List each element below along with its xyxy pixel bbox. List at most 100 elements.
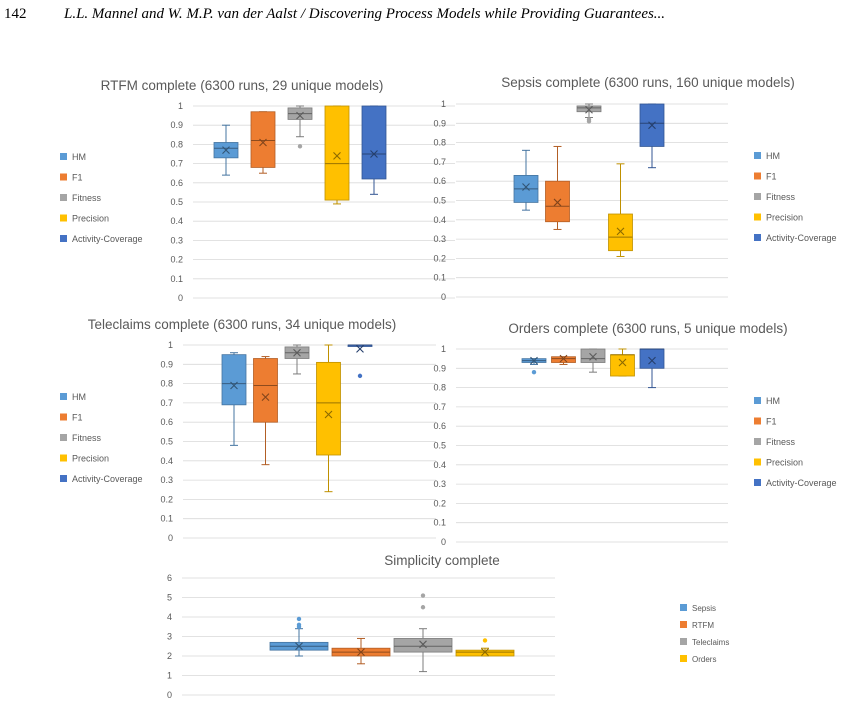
- legend-swatch: [680, 655, 687, 662]
- legend-label: HM: [766, 396, 780, 406]
- box-iqr: [221, 354, 247, 406]
- y-tick-label: 0: [168, 533, 173, 543]
- box-iqr: [608, 213, 633, 252]
- mean-marker: [230, 381, 238, 390]
- legend-label: Precision: [766, 213, 803, 223]
- box-iqr: [551, 356, 576, 363]
- legend-label: Teleclaims: [692, 638, 729, 647]
- chart-title: Sepsis complete (6300 runs, 160 unique m…: [501, 75, 794, 90]
- legend-swatch: [60, 214, 67, 222]
- box-activity-coverage: [347, 344, 373, 379]
- mean-marker: [618, 358, 627, 367]
- outlier-point: [296, 622, 302, 627]
- y-tick-label: 0.3: [160, 475, 173, 485]
- box-iqr: [610, 354, 635, 377]
- mean-marker: [559, 354, 568, 363]
- mean-marker: [324, 410, 333, 419]
- box-iqr: [545, 180, 570, 223]
- mean-marker: [295, 642, 303, 651]
- box-precision: [324, 105, 350, 205]
- legend-label: HM: [72, 392, 86, 402]
- legend-swatch: [754, 193, 761, 200]
- legend-label: F1: [766, 417, 777, 427]
- legend-swatch: [680, 621, 687, 628]
- legend-swatch: [60, 434, 67, 441]
- y-tick-label: 0.2: [433, 253, 446, 263]
- box-f1: [545, 145, 570, 230]
- box-precision: [608, 163, 633, 257]
- box-fitness: [576, 103, 602, 124]
- box-iqr: [580, 348, 606, 363]
- box-iqr: [393, 638, 453, 653]
- mean-marker: [293, 348, 301, 357]
- y-tick-label: 0: [178, 293, 183, 303]
- legend-swatch: [60, 413, 67, 421]
- mean-marker: [648, 356, 656, 365]
- y-tick-label: 0.6: [160, 417, 173, 427]
- legend-label: HM: [766, 151, 780, 161]
- mean-marker: [356, 344, 364, 353]
- outlier-point: [297, 144, 303, 149]
- legend-label: Fitness: [766, 437, 796, 447]
- box-precision: [610, 348, 635, 377]
- mean-marker: [553, 198, 562, 207]
- y-tick-label: 0.3: [170, 235, 183, 245]
- box-iqr: [576, 105, 602, 113]
- y-tick-label: 0: [441, 537, 446, 547]
- y-tick-label: 0.8: [170, 139, 183, 149]
- y-tick-label: 0.4: [170, 216, 183, 226]
- mean-marker: [357, 648, 365, 656]
- y-tick-label: 1: [167, 671, 172, 681]
- mean-marker: [481, 648, 489, 656]
- legend-label: Activity-Coverage: [766, 478, 837, 488]
- legend-swatch: [754, 479, 761, 486]
- y-tick-label: 0.7: [433, 402, 446, 412]
- legend-label: RTFM: [692, 621, 714, 630]
- legend-swatch: [60, 235, 67, 242]
- chart-title: RTFM complete (6300 runs, 29 unique mode…: [101, 78, 384, 93]
- running-title: L.L. Mannel and W. M.P. van der Aalst / …: [64, 6, 666, 22]
- y-tick-label: 0.9: [433, 118, 446, 128]
- box-hm: [521, 356, 547, 375]
- legend-swatch: [754, 438, 761, 445]
- legend-swatch: [754, 417, 761, 425]
- legend-swatch: [60, 153, 67, 160]
- y-tick-label: 0.1: [433, 518, 446, 528]
- mean-marker: [222, 146, 230, 155]
- mean-marker: [616, 227, 625, 236]
- legend-swatch: [60, 475, 67, 482]
- y-tick-label: 0.8: [433, 138, 446, 148]
- legend-swatch: [60, 194, 67, 201]
- y-tick-label: 1: [178, 101, 183, 111]
- mean-marker: [419, 640, 427, 649]
- box-iqr: [455, 649, 515, 657]
- legend-swatch: [680, 638, 687, 645]
- box-iqr: [253, 358, 278, 423]
- y-tick-label: 0.4: [433, 460, 446, 470]
- y-tick-label: 0.2: [160, 494, 173, 504]
- legend-swatch: [60, 173, 67, 181]
- y-tick-label: 0.7: [433, 157, 446, 167]
- legend-label: Fitness: [72, 193, 102, 203]
- y-tick-label: 0.5: [433, 441, 446, 451]
- y-tick-label: 0.9: [433, 363, 446, 373]
- y-tick-label: 0.6: [170, 178, 183, 188]
- legend-label: Precision: [72, 454, 109, 464]
- box-fitness: [287, 105, 313, 149]
- box-activity-coverage: [361, 105, 387, 195]
- y-tick-label: 0.3: [433, 234, 446, 244]
- legend-label: Precision: [766, 458, 803, 468]
- legend-label: F1: [72, 173, 83, 183]
- y-tick-label: 0.5: [433, 196, 446, 206]
- y-tick-label: 1: [168, 340, 173, 350]
- legend-swatch: [60, 393, 67, 400]
- mean-marker: [530, 356, 538, 365]
- page-header: 142 L.L. Mannel and W. M.P. van der Aals…: [0, 0, 844, 40]
- y-tick-label: 6: [167, 573, 172, 583]
- mean-marker: [261, 393, 270, 401]
- chart-0: RTFM complete (6300 runs, 29 unique mode…: [60, 78, 455, 303]
- chart-title: Simplicity complete: [384, 553, 500, 568]
- box-hm: [221, 352, 247, 446]
- y-tick-label: 0.8: [160, 379, 173, 389]
